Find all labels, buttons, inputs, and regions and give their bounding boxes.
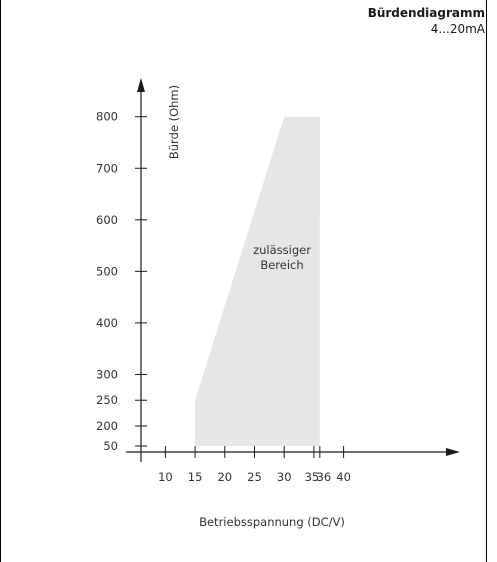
x-tick-label-10: 10 [158, 470, 173, 484]
region-label-line-1: Bereich [260, 258, 303, 272]
region-label-line-0: zulässiger [253, 243, 311, 257]
y-axis-label: Bürde (Ohm) [167, 85, 181, 159]
x-tick-label-35: 35 [305, 470, 320, 484]
y-tick-label-800: 800 [96, 110, 118, 124]
x-tick-label-36: 36 [317, 470, 332, 484]
x-tick-label-40: 40 [336, 470, 351, 484]
y-tick-label-300: 300 [96, 367, 118, 381]
y-tick-label-600: 600 [96, 213, 118, 227]
y-axis-arrow [137, 78, 145, 92]
x-axis-label: Betriebsspannung (DC/V) [199, 515, 345, 529]
y-tick-label-250: 250 [96, 393, 118, 407]
x-tick-label-25: 25 [247, 470, 262, 484]
y-tick-label-700: 700 [96, 161, 118, 175]
x-tick-label-15: 15 [188, 470, 203, 484]
x-tick-label-20: 20 [217, 470, 232, 484]
x-tick-label-30: 30 [277, 470, 292, 484]
y-tick-label-500: 500 [96, 264, 118, 278]
chart-subtitle: 4...20mA [430, 22, 485, 36]
x-axis-arrow [446, 448, 460, 456]
y-tick-label-400: 400 [96, 316, 118, 330]
y-tick-label-200: 200 [96, 419, 118, 433]
chart-title-block: Bürdendiagramm 4...20mA [368, 5, 485, 37]
permitted-region [195, 116, 320, 446]
chart-title: Bürdendiagramm [367, 6, 485, 20]
y-tick-label-50: 50 [103, 439, 118, 453]
